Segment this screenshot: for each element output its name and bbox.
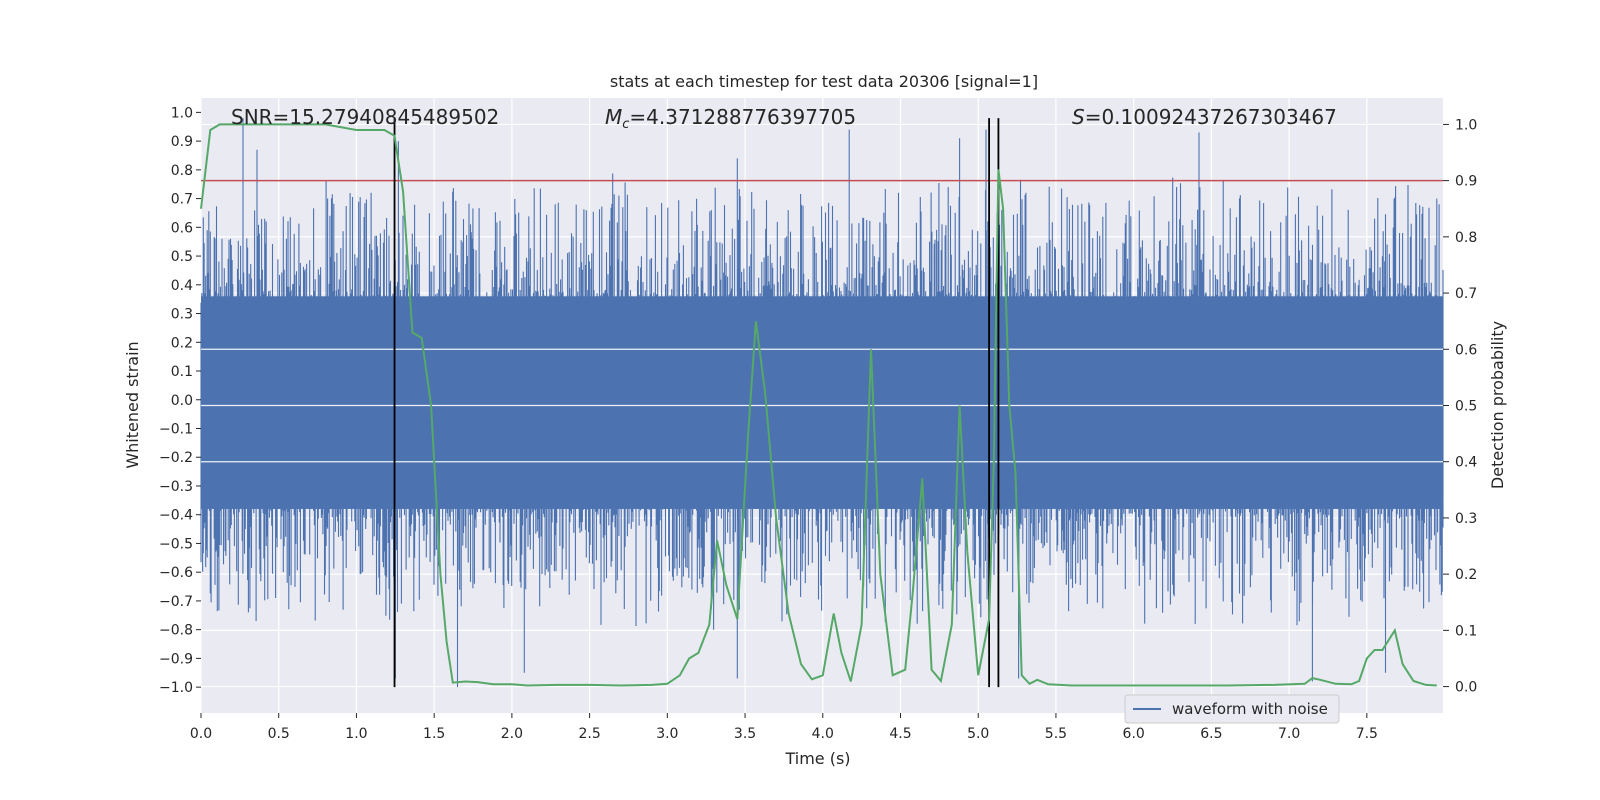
s-symbol: S <box>1072 105 1085 129</box>
y-right-tick-label: 0.9 <box>1455 174 1477 190</box>
detection-probability-line <box>200 123 1437 687</box>
y-left-tick-label: 0.9 <box>171 134 193 150</box>
detection-probability-series <box>200 123 1437 687</box>
x-tick-label: 2.5 <box>578 726 600 742</box>
y-left-tick-label: −0.4 <box>159 508 193 524</box>
y-right-tick-label: 0.6 <box>1455 342 1477 358</box>
x-tick-labels: 0.0 0.5 1.0 1.5 2.0 2.5 3.0 3.5 4.0 4.5 5.0 5.5 6.0 6… <box>190 713 1378 742</box>
x-tick-label: 1.5 <box>423 726 445 742</box>
x-tick-label: 5.0 <box>967 726 989 742</box>
x-tick-label: 5.5 <box>1045 726 1067 742</box>
x-tick-label: 0.5 <box>268 726 290 742</box>
y-left-axis-label: Whitened strain <box>123 341 142 468</box>
y-right-tick-labels: 0.0 0.1 0.2 0.3 0.4 0.5 0.6 0.7 0.8 0.9 1.0 <box>1443 117 1477 696</box>
y-left-tick-label: 0.1 <box>171 364 193 380</box>
x-tick-label: 2.0 <box>501 726 523 742</box>
y-left-tick-label: −0.2 <box>159 450 193 466</box>
y-right-tick-label: 0.5 <box>1455 399 1477 415</box>
y-left-tick-label: −1.0 <box>159 680 193 696</box>
legend-box <box>1124 694 1340 724</box>
x-tick-label: 7.5 <box>1356 726 1378 742</box>
x-tick-label: 4.5 <box>889 726 911 742</box>
y-left-tick-label: −0.3 <box>159 479 193 495</box>
y-left-tick-label: −0.1 <box>159 421 193 437</box>
x-tick-label: 6.5 <box>1200 726 1222 742</box>
y-left-tick-label: 0.2 <box>171 335 193 351</box>
s-value: =0.10092437267303467 <box>1085 105 1337 129</box>
legend: waveform with noise <box>1124 694 1340 724</box>
legend-label-waveform: waveform with noise <box>1172 700 1328 718</box>
y-right-tick-label: 0.2 <box>1455 567 1477 583</box>
waveform-with-noise-series <box>200 118 1444 688</box>
y-left-tick-label: −0.7 <box>159 594 193 610</box>
y-left-tick-label: 0.6 <box>171 220 193 236</box>
x-tick-label: 4.0 <box>812 726 834 742</box>
y-left-tick-label: 0.8 <box>171 163 193 179</box>
chirp-mass-annotation: Mc=4.371288776397705 <box>605 105 856 132</box>
s-annotation: S=0.10092437267303467 <box>1072 105 1337 129</box>
y-right-tick-label: 0.8 <box>1455 230 1477 246</box>
x-tick-label: 6.0 <box>1123 726 1145 742</box>
chart-title: stats at each timestep for test data 203… <box>610 72 1038 91</box>
x-axis-label: Time (s) <box>784 749 850 768</box>
y-right-axis-label: Detection probability <box>1488 321 1507 489</box>
y-right-tick-label: 0.0 <box>1455 680 1477 696</box>
y-left-tick-label: −0.5 <box>159 536 193 552</box>
y-left-tick-labels: 1.0 0.9 0.8 0.7 0.6 0.5 0.4 0.3 0.2 0.1 0.0 −0.1 −0.… <box>159 105 201 696</box>
mc-subscript: c <box>622 117 629 132</box>
y-left-tick-label: 0.4 <box>171 278 193 294</box>
mc-symbol: M <box>605 105 622 129</box>
y-right-tick-label: 0.7 <box>1455 286 1477 302</box>
y-left-tick-label: −0.8 <box>159 623 193 639</box>
y-left-tick-label: −0.9 <box>159 651 193 667</box>
y-left-tick-label: 0.0 <box>171 393 193 409</box>
snr-annotation: SNR=15.27940845489502 <box>231 105 499 129</box>
x-tick-label: 7.0 <box>1278 726 1300 742</box>
x-tick-label: 3.0 <box>656 726 678 742</box>
x-tick-label: 1.0 <box>345 726 367 742</box>
y-right-tick-label: 0.4 <box>1455 455 1477 471</box>
mc-value: =4.371288776397705 <box>629 105 856 129</box>
y-left-tick-label: 0.7 <box>171 192 193 208</box>
y-right-tick-label: 0.1 <box>1455 623 1477 639</box>
y-right-tick-label: 0.3 <box>1455 511 1477 527</box>
x-tick-label: 3.5 <box>734 726 756 742</box>
x-tick-label: 0.0 <box>190 726 212 742</box>
y-right-tick-label: 1.0 <box>1455 117 1477 133</box>
y-left-tick-label: 0.3 <box>171 307 193 323</box>
y-left-tick-label: 0.5 <box>171 249 193 265</box>
waveform-core <box>201 296 1443 509</box>
y-left-tick-label: 1.0 <box>171 105 193 121</box>
y-left-tick-label: −0.6 <box>159 565 193 581</box>
